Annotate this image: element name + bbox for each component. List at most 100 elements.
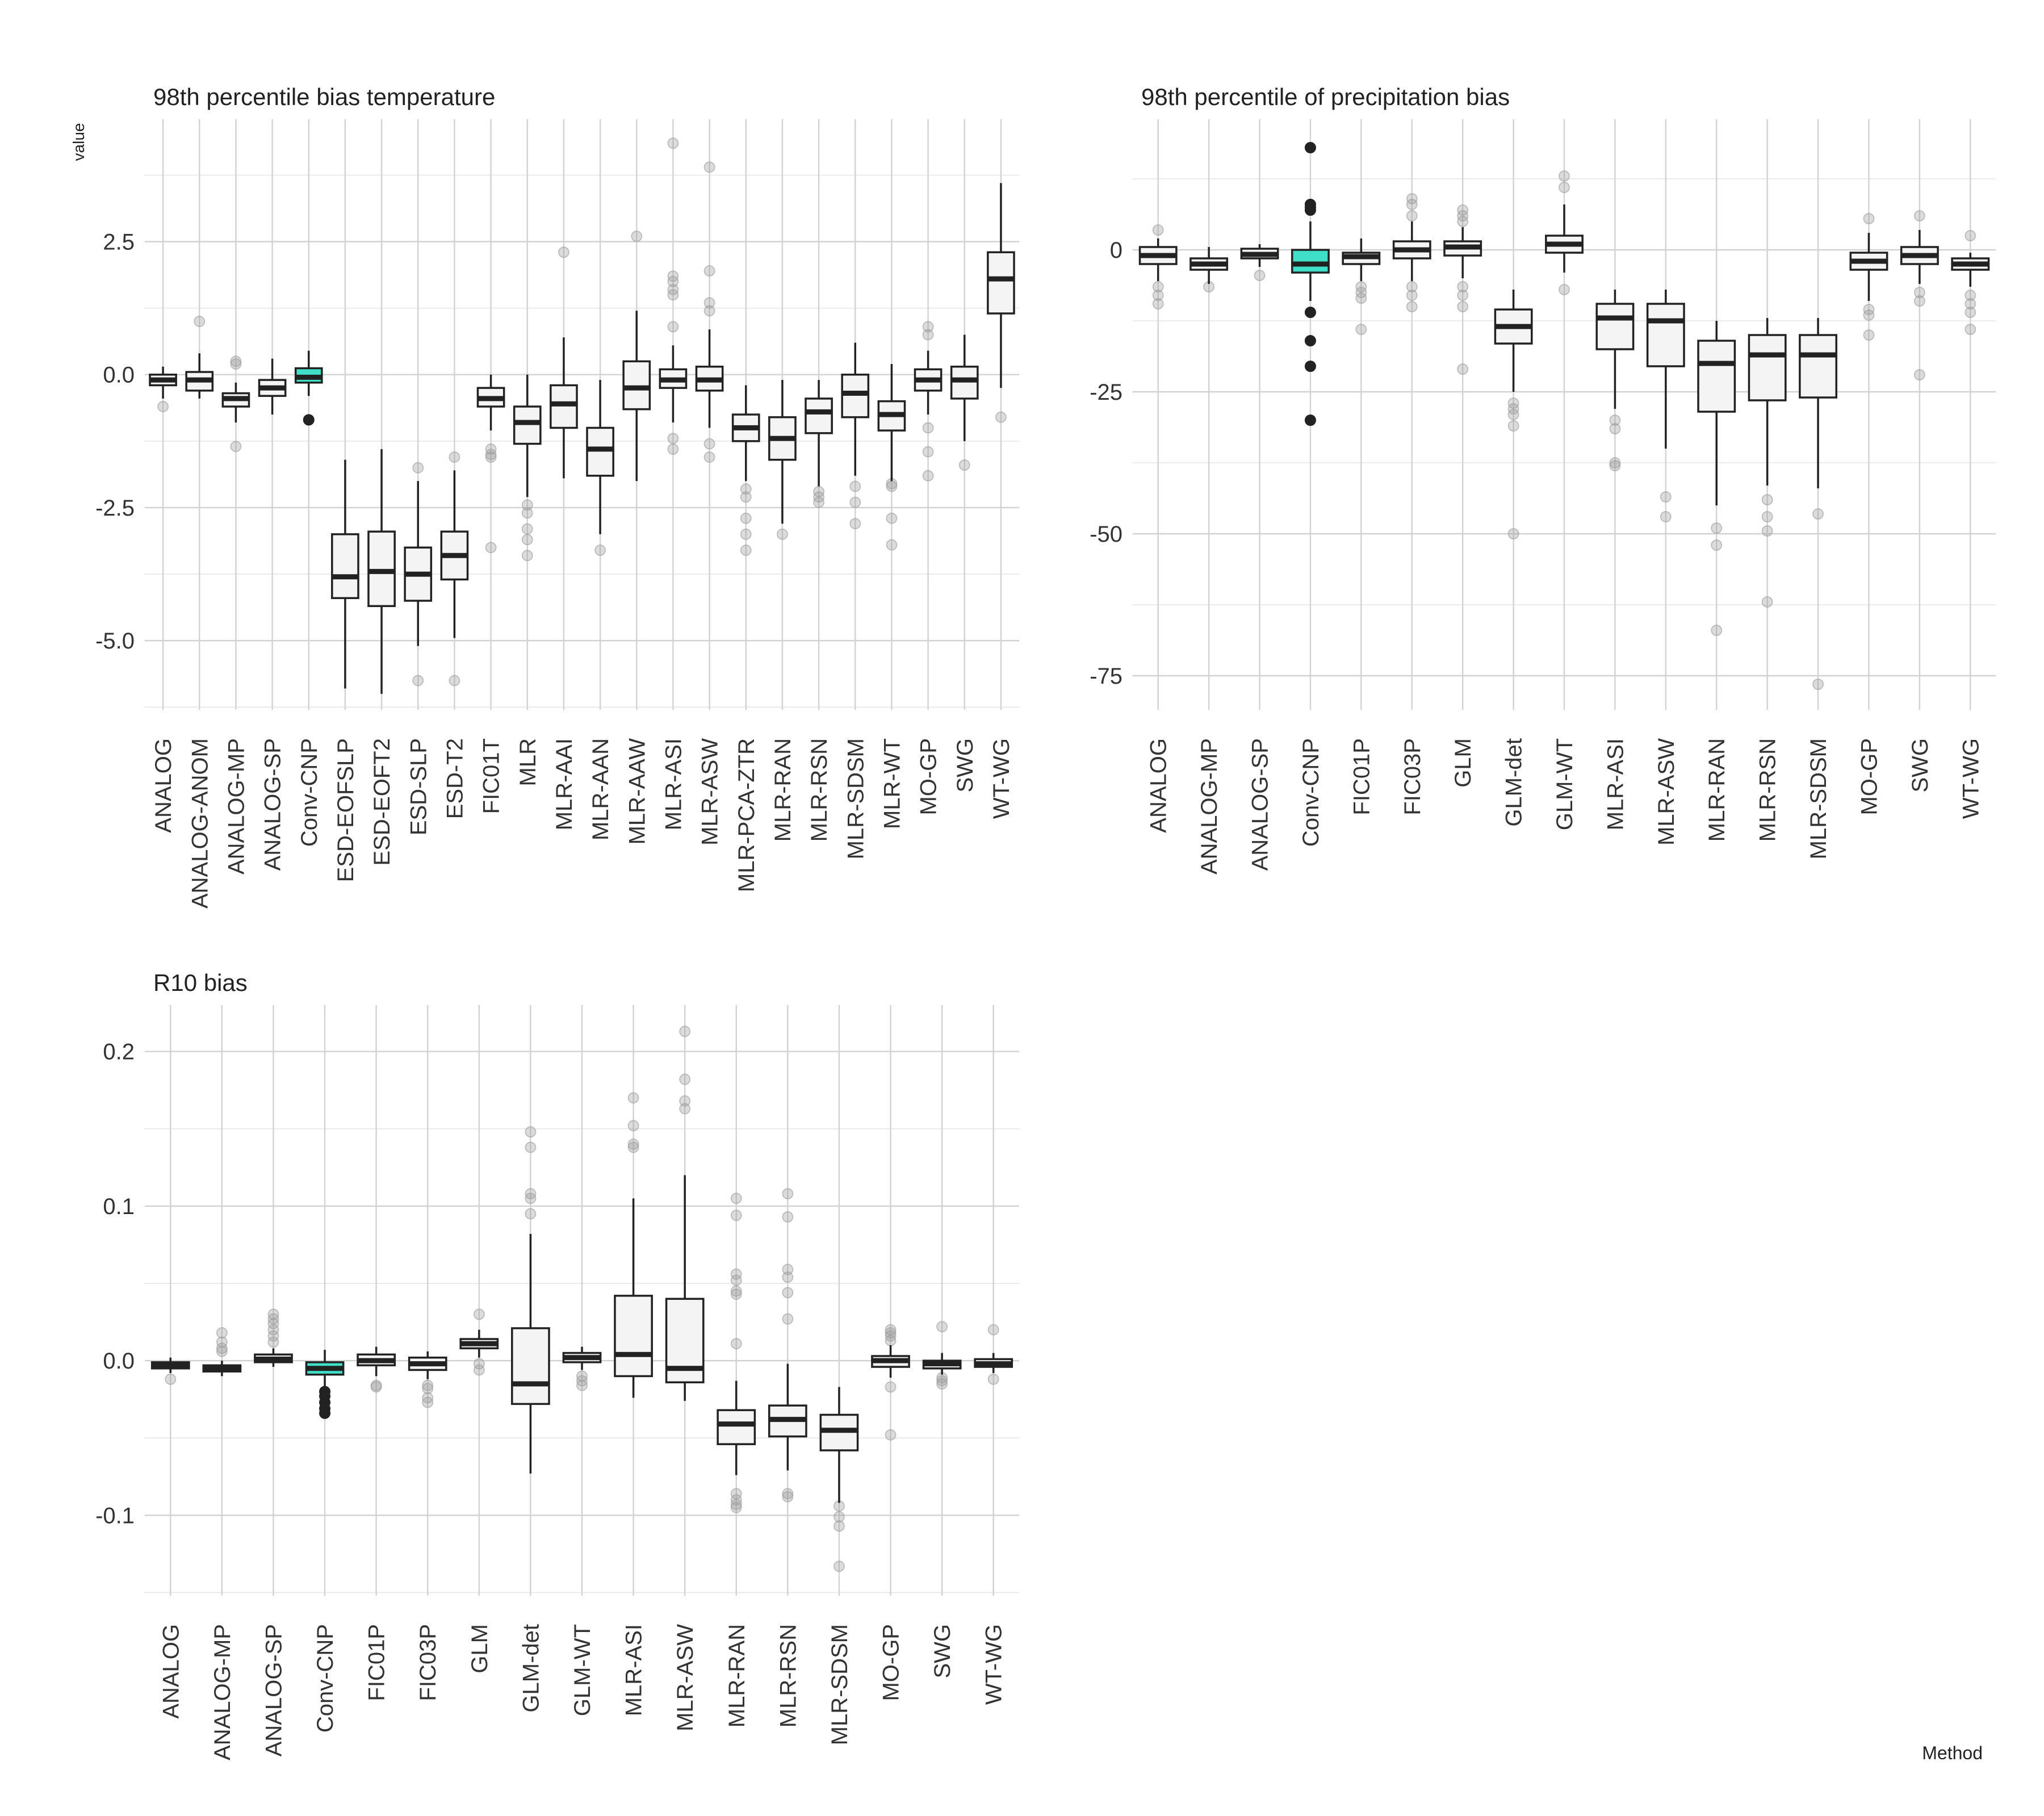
outlier-point	[782, 1491, 794, 1503]
box-mo-gp	[871, 1324, 910, 1441]
y-tick-label: 0.2	[103, 1040, 135, 1065]
x-tick-label: ESD-EOFT2	[370, 738, 395, 865]
outlier-point	[1863, 309, 1875, 321]
x-tick-label: Conv-CNP	[313, 1624, 338, 1733]
x-tick-label: GLM-WT	[570, 1624, 595, 1716]
outlier-point	[1609, 423, 1621, 434]
box-fic01t	[476, 374, 505, 554]
x-tick-label: MLR-WT	[879, 738, 904, 829]
outlier-point	[730, 1285, 742, 1297]
outlier-point	[1559, 182, 1570, 193]
outlier-point	[525, 1208, 537, 1220]
box-analog-mp	[202, 1327, 242, 1376]
outlier-point	[1965, 298, 1976, 309]
outlier-point	[1304, 415, 1316, 426]
box-mlr-pca-ztr	[731, 385, 760, 556]
outlier-point	[1507, 409, 1519, 420]
outlier-point	[703, 161, 715, 173]
x-tick-label: MLR-ASW	[1654, 738, 1679, 846]
outlier-point	[776, 528, 788, 540]
outlier-point	[886, 512, 898, 524]
outlier-point	[667, 137, 679, 149]
x-tick-label: ANALOG-SP	[261, 1624, 286, 1756]
box-iqr	[513, 405, 542, 445]
outlier-point	[627, 1092, 639, 1104]
box-iqr	[950, 365, 979, 400]
outlier-point	[1406, 281, 1418, 292]
y-tick-label: -25	[1090, 380, 1122, 405]
box-esd-t2	[440, 451, 469, 687]
outlier-point	[1965, 324, 1976, 335]
box-swg	[1900, 210, 1939, 380]
outlier-point	[422, 1396, 434, 1408]
box-mlr-sdsm	[1799, 318, 1837, 690]
box-iqr	[622, 360, 651, 411]
box-glm	[459, 1308, 499, 1376]
x-tick-label: FIC01T	[479, 738, 504, 814]
box-esd-slp	[404, 462, 433, 687]
box-iqr	[550, 384, 578, 429]
box-mlr-asw	[665, 1026, 705, 1401]
box-esd-eoft2	[367, 449, 396, 694]
box-iqr	[805, 397, 833, 434]
outlier-point	[1304, 361, 1316, 372]
outlier-point	[449, 451, 460, 463]
box-mlr-aaw	[622, 231, 651, 482]
outlier-point	[886, 539, 898, 551]
box-fic03p	[408, 1351, 447, 1408]
outlier-point	[782, 1271, 794, 1283]
outlier-point	[449, 675, 460, 687]
box-iqr	[1748, 334, 1787, 401]
outlier-point	[1965, 290, 1976, 301]
outlier-point	[576, 1379, 588, 1391]
outlier-point	[1913, 295, 1925, 307]
outlier-point	[165, 1373, 177, 1385]
outlier-point	[1609, 457, 1621, 468]
box-analog-sp	[1240, 244, 1279, 281]
outlier-point	[521, 550, 533, 562]
x-tick-label: MLR-RAN	[770, 738, 795, 842]
outlier-point	[1761, 511, 1773, 522]
outlier-point	[1507, 420, 1519, 432]
outlier-point	[1761, 525, 1773, 537]
outlier-point	[473, 1308, 485, 1320]
outlier-point	[922, 329, 934, 341]
outlier-point	[1457, 204, 1469, 216]
outlier-point	[1406, 193, 1418, 204]
outlier-point	[412, 462, 424, 474]
outlier-point	[730, 1499, 742, 1510]
y-axis-label: value	[70, 123, 87, 161]
box-mlr-asi	[614, 1092, 653, 1398]
outlier-point	[885, 1381, 897, 1393]
outlier-point	[730, 1501, 742, 1513]
box-mlr-sdsm	[841, 342, 870, 530]
outlier-point	[740, 491, 752, 503]
outlier-point	[319, 1407, 331, 1419]
x-tick-label: GLM-det	[1502, 738, 1527, 827]
box-iqr	[614, 1295, 653, 1378]
x-tick-label: ESD-SLP	[406, 738, 431, 835]
outlier-point	[987, 1373, 999, 1385]
x-tick-label: MLR-RAN	[724, 1624, 749, 1727]
outlier-point	[679, 1026, 691, 1037]
outlier-point	[1609, 460, 1621, 471]
outlier-point	[1152, 224, 1164, 236]
outlier-point	[703, 451, 715, 463]
x-tick-label: FIC03P	[416, 1624, 441, 1701]
box-mlr-ran	[1697, 321, 1736, 636]
outlier-point	[230, 358, 242, 370]
outlier-point	[1304, 307, 1316, 318]
x-tick-label: MLR-SDSM	[827, 1624, 852, 1745]
y-tick-label: 2.5	[103, 229, 135, 254]
outlier-point	[525, 1126, 537, 1138]
outlier-point	[216, 1345, 228, 1357]
y-tick-label: -75	[1090, 664, 1122, 689]
outlier-point	[667, 270, 679, 282]
outlier-point	[782, 1211, 794, 1223]
x-tick-label: ANALOG-SP	[1248, 738, 1273, 871]
x-tick-label: WT-WG	[989, 738, 1014, 819]
outlier-point	[216, 1342, 228, 1354]
x-tick-label: WT-WG	[982, 1624, 1007, 1705]
outlier-point	[267, 1308, 279, 1320]
x-tick-label: MLR-ASW	[698, 738, 723, 846]
